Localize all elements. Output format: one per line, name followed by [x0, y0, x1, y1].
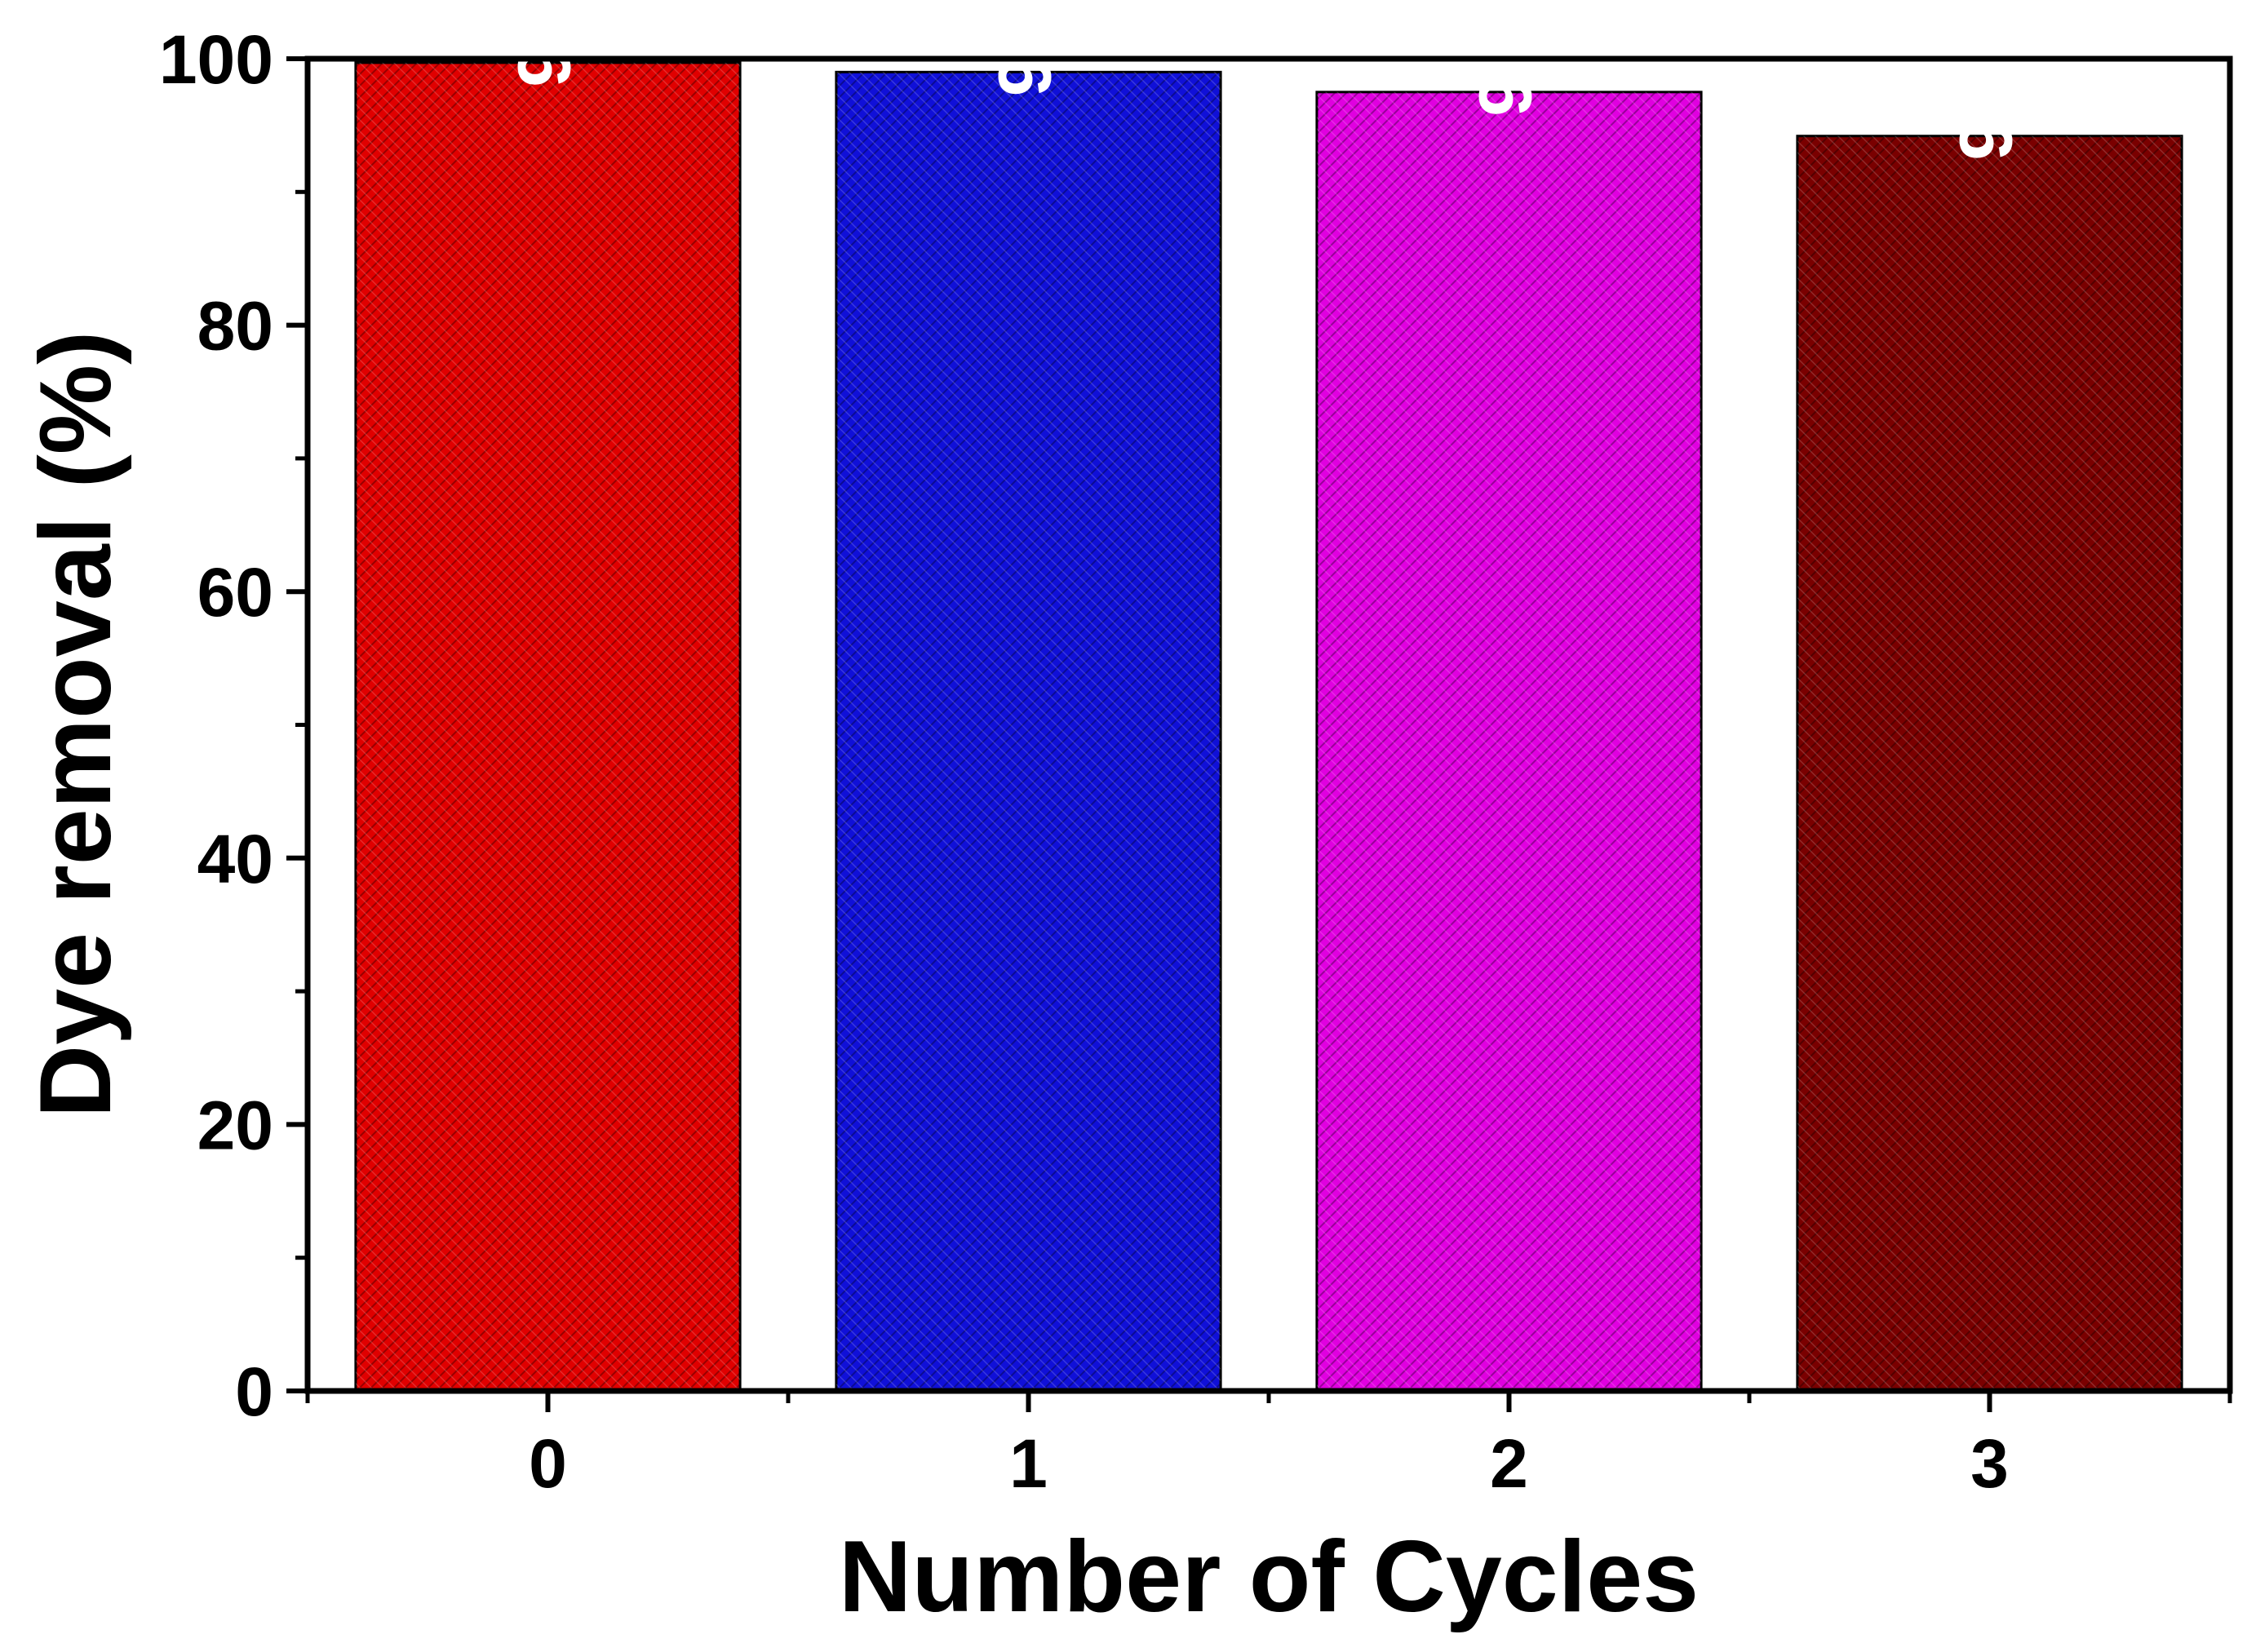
y-tick-label: 0	[235, 1353, 273, 1430]
bar-group-0: 99.7 (%)	[354, 0, 742, 1393]
y-tick-label: 60	[197, 554, 273, 631]
x-tick-label: 2	[1490, 1425, 1528, 1502]
bar-value-label-1: 99.0 (%)	[984, 0, 1067, 96]
y-tick-label: 100	[159, 21, 273, 98]
y-tick-label: 40	[197, 821, 273, 897]
bar-group-2: 97.5 (%)	[1315, 0, 1703, 1393]
bar-texture-1	[835, 72, 1221, 1392]
y-tick-label: 20	[197, 1087, 273, 1163]
x-tick-label: 0	[529, 1425, 567, 1502]
bar-texture-2	[1316, 91, 1702, 1392]
y-axis-title: Dye removal (%)	[20, 331, 132, 1118]
x-axis-title: Number of Cycles	[839, 1521, 1699, 1633]
bar-value-label-0: 99.7 (%)	[503, 0, 587, 87]
bar-texture-0	[355, 62, 741, 1391]
ticks-layer: 0 20 40 60 80 100 0 1 2 3	[159, 21, 2232, 1502]
bar-texture-3	[1797, 135, 2183, 1392]
bars-layer: 99.7 (%) 99.0 (%) 97.5 (%) 94.2 (%)	[354, 0, 2183, 1393]
y-tick-label: 80	[197, 288, 273, 365]
bar-value-label-3: 94.2 (%)	[1945, 0, 2028, 161]
x-tick-label: 1	[1009, 1425, 1048, 1502]
x-tick-label: 3	[1970, 1425, 2009, 1502]
bar-group-1: 99.0 (%)	[835, 0, 1222, 1393]
bar-group-3: 94.2 (%)	[1796, 0, 2183, 1393]
